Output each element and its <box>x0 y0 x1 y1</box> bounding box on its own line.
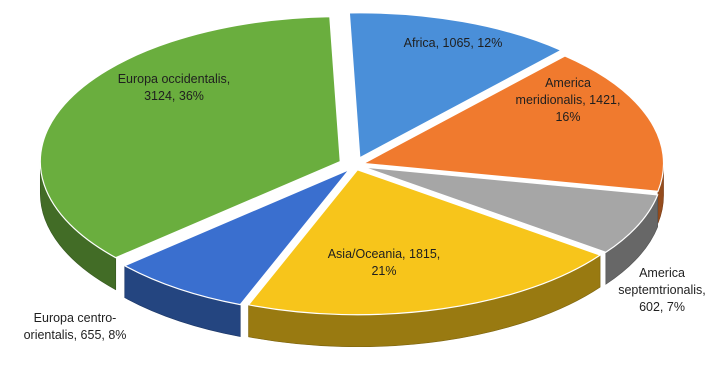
pie-label-line: 602, 7% <box>639 300 685 314</box>
pie-label-europa-occidentalis: Europa occidentalis, 3124, 36% <box>118 72 231 103</box>
pie-slice-europa-occidentalis <box>39 16 341 259</box>
pie-label-line: America <box>639 266 685 280</box>
pie-slice-africa <box>348 12 563 159</box>
pie-label-line: meridionalis, 1421, <box>516 93 621 107</box>
pie-label-line: 21% <box>371 264 396 278</box>
pie-label-africa: Africa, 1065, 12% <box>404 36 503 50</box>
pie-label-america-meridionalis: America meridionalis, 1421, 16% <box>516 76 621 124</box>
pie-slice-america-meridionalis <box>361 55 665 192</box>
pie-label-line: America <box>545 76 591 90</box>
pie-slice-asia-oceania <box>247 169 602 316</box>
pie-label-line: orientalis, 655, 8% <box>24 328 127 342</box>
pie-label-europa-centro-orientalis: Europa centro-orientalis, 655, 8% <box>24 311 127 342</box>
pie-slice-europa-centro-orientalis <box>123 168 350 306</box>
pie-slice-america-septemtrionalis <box>363 166 659 253</box>
pie-label-line: 16% <box>555 110 580 124</box>
pie-label-asia-oceania: Asia/Oceania, 1815, 21% <box>328 247 441 278</box>
pie-label-america-septemtrionalis: America septemtrionalis, 602, 7% <box>618 266 706 314</box>
pie-label-line: septemtrionalis, <box>618 283 706 297</box>
pie-label-line: Europa occidentalis, <box>118 72 231 86</box>
pie-labels: Africa, 1065, 12% America meridionalis, 14… <box>24 36 706 342</box>
pie-label-line: 3124, 36% <box>144 89 204 103</box>
pie-slice-tops <box>39 12 665 316</box>
pie-label-line: Europa centro- <box>34 311 117 325</box>
pie-label-line: Africa, 1065, 12% <box>404 36 503 50</box>
pie-label-line: Asia/Oceania, 1815, <box>328 247 441 261</box>
